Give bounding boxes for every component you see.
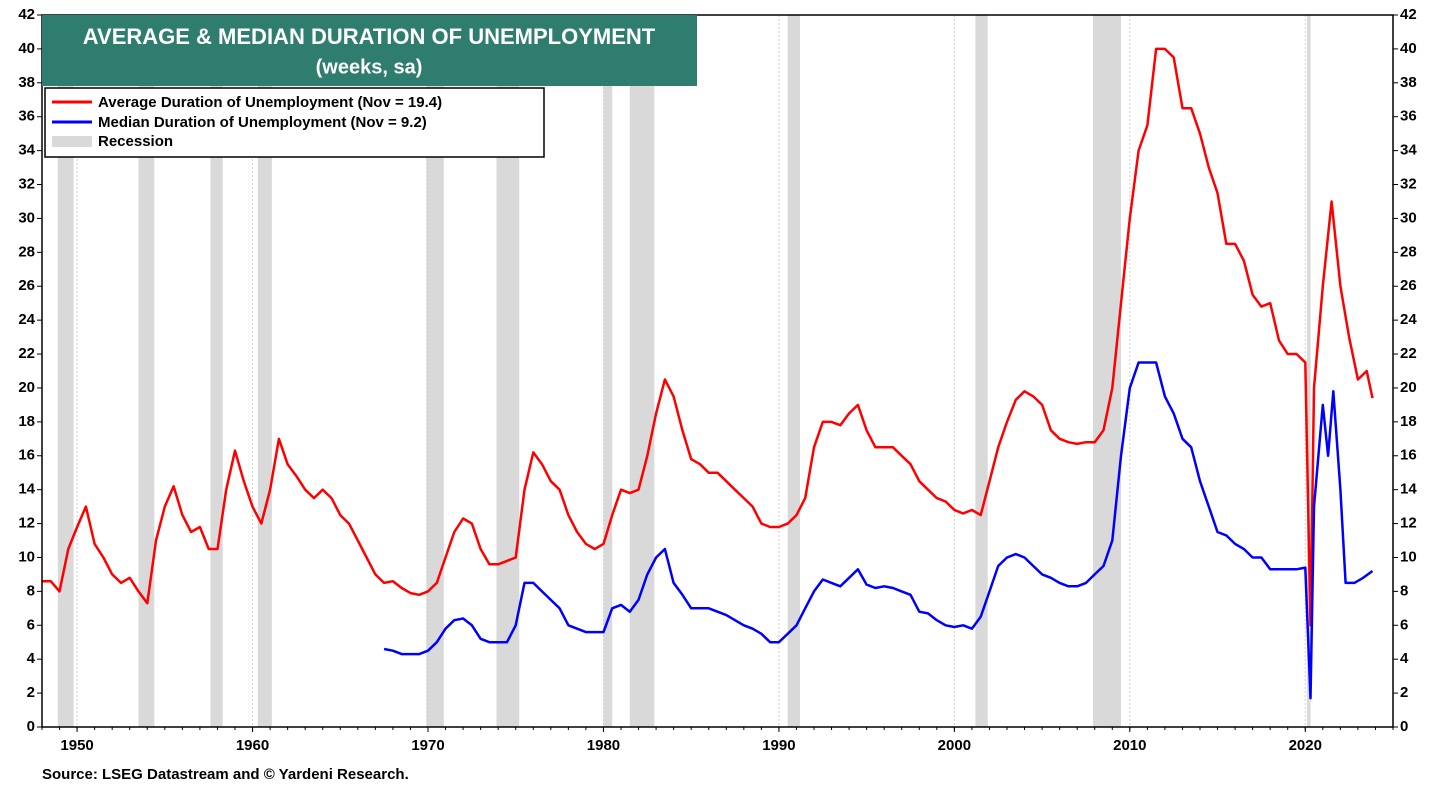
y-tick-label-left: 14 (18, 481, 35, 498)
y-tick-label-right: 40 (1400, 40, 1417, 57)
plot-frame (41, 14, 1394, 728)
y-tick-label-right: 8 (1400, 582, 1408, 599)
y-tick-label-right: 16 (1400, 447, 1417, 464)
y-tick-label-left: 28 (18, 243, 35, 260)
x-tick-label: 1950 (60, 737, 93, 754)
y-tick-label-right: 30 (1400, 209, 1417, 226)
y-tick-label-left: 42 (18, 6, 35, 23)
legend-label: Recession (98, 133, 173, 150)
series-line (42, 47, 1374, 627)
y-tick-label-right: 10 (1400, 548, 1417, 565)
y-tick-label-right: 18 (1400, 413, 1417, 430)
source-note: Source: LSEG Datastream and © Yardeni Re… (42, 766, 409, 783)
y-tick-label-left: 22 (18, 345, 35, 362)
legend-label: Average Duration of Unemployment (Nov = … (98, 94, 442, 111)
y-tick-label-right: 24 (1400, 311, 1417, 328)
y-tick-label-left: 8 (27, 582, 35, 599)
y-tick-label-left: 4 (27, 650, 36, 667)
y-tick-label-right: 42 (1400, 6, 1417, 23)
y-tick-label-left: 20 (18, 379, 35, 396)
y-tick-label-left: 40 (18, 40, 35, 57)
y-tick-label-right: 20 (1400, 379, 1417, 396)
y-tick-label-left: 30 (18, 209, 35, 226)
legend: Average Duration of Unemployment (Nov = … (52, 94, 442, 150)
y-tick-label-right: 2 (1400, 684, 1408, 701)
y-tick-label-right: 4 (1400, 650, 1409, 667)
y-tick-label-right: 26 (1400, 277, 1417, 294)
legend-swatch (52, 136, 92, 147)
y-tick-label-left: 18 (18, 413, 35, 430)
y-tick-label-right: 12 (1400, 515, 1417, 532)
x-tick-label: 2000 (938, 737, 971, 754)
y-tick-label-right: 28 (1400, 243, 1417, 260)
recession-band (629, 15, 655, 727)
recession-band (496, 15, 520, 727)
y-tick-label-left: 6 (27, 616, 35, 633)
x-tick-label: 1970 (411, 737, 444, 754)
y-tick-label-right: 0 (1400, 718, 1408, 735)
y-tick-label-left: 24 (18, 311, 35, 328)
recession-bands (57, 15, 1311, 727)
x-tick-label: 1980 (587, 737, 620, 754)
legend-label: Median Duration of Unemployment (Nov = 9… (98, 114, 427, 131)
recession-band (138, 15, 155, 727)
y-tick-label-left: 34 (18, 142, 35, 159)
recession-band (603, 15, 613, 727)
x-tick-label: 2010 (1113, 737, 1146, 754)
chart-title: AVERAGE & MEDIAN DURATION OF UNEMPLOYMEN… (83, 24, 656, 49)
y-tick-label-left: 16 (18, 447, 35, 464)
y-tick-label-left: 2 (27, 684, 35, 701)
y-tick-label-left: 10 (18, 548, 35, 565)
x-tick-label: 1960 (236, 737, 269, 754)
chart-subtitle: (weeks, sa) (316, 56, 423, 78)
legend-box (44, 87, 545, 158)
y-tick-label-left: 12 (18, 515, 35, 532)
y-tick-label-right: 34 (1400, 142, 1417, 159)
recession-band (1307, 15, 1311, 727)
y-tick-label-left: 38 (18, 74, 35, 91)
x-tick-label: 1990 (762, 737, 795, 754)
title-box (42, 15, 697, 86)
y-tick-label-right: 36 (1400, 108, 1417, 125)
y-tick-label-right: 14 (1400, 481, 1417, 498)
recession-band (1092, 15, 1122, 727)
y-tick-label-left: 26 (18, 277, 35, 294)
y-tick-label-left: 32 (18, 175, 35, 192)
series-line (383, 361, 1374, 700)
lines (42, 47, 1374, 700)
y-tick-label-left: 0 (27, 718, 35, 735)
x-tick-label: 2020 (1289, 737, 1322, 754)
recession-band (257, 15, 272, 727)
y-tick-label-right: 32 (1400, 175, 1417, 192)
y-tick-label-right: 6 (1400, 616, 1408, 633)
recession-band (426, 15, 444, 727)
y-tick-label-right: 22 (1400, 345, 1417, 362)
y-tick-label-left: 36 (18, 108, 35, 125)
recession-band (975, 15, 988, 727)
y-tick-label-right: 38 (1400, 74, 1417, 91)
recession-band (787, 15, 800, 727)
